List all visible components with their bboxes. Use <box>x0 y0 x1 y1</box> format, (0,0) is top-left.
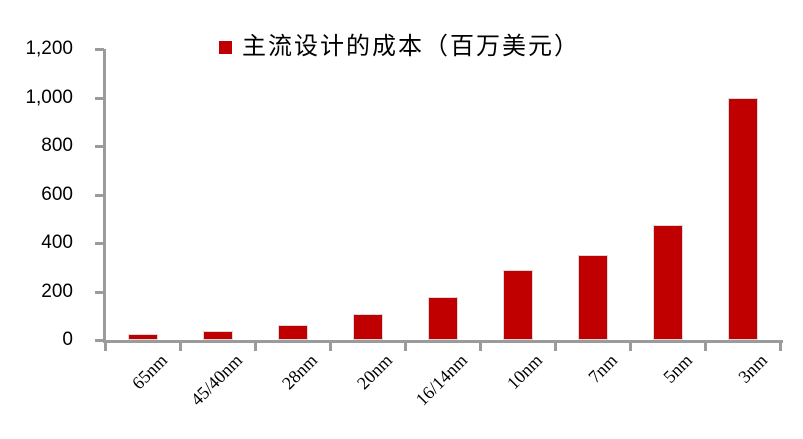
x-axis-line <box>103 340 783 343</box>
y-tick-label: 200 <box>41 280 73 302</box>
y-axis-line <box>103 49 106 343</box>
y-tick-label: 1,200 <box>25 38 73 59</box>
x-axis-tick <box>179 343 182 351</box>
bar-28nm <box>277 324 308 340</box>
y-axis-tick <box>95 339 104 342</box>
bar-5nm <box>652 224 683 340</box>
x-tick-label: 65nm <box>127 350 171 394</box>
x-axis-tick <box>704 343 707 351</box>
y-axis-tick <box>95 145 104 148</box>
y-axis-tick <box>95 242 104 245</box>
bar-16-14nm <box>427 296 458 340</box>
bar-45-40nm <box>202 330 233 340</box>
bar-65nm <box>127 334 158 340</box>
y-tick-label: 0 <box>62 329 73 350</box>
y-tick-label: 1,000 <box>25 86 73 108</box>
y-axis-tick <box>95 48 104 51</box>
bar-3nm <box>727 97 758 340</box>
bar-7nm <box>577 255 608 340</box>
legend: 主流设计的成本（百万美元） <box>219 33 580 61</box>
x-axis-tick <box>329 343 332 351</box>
legend-marker-icon <box>219 40 232 54</box>
x-axis-tick <box>779 343 782 351</box>
legend-label: 主流设计的成本（百万美元） <box>242 33 580 60</box>
y-tick-label: 600 <box>41 183 73 205</box>
x-axis-tick <box>104 343 107 351</box>
y-axis-tick <box>95 193 104 197</box>
y-tick-label: 800 <box>41 135 73 156</box>
bar-10nm <box>502 270 533 340</box>
x-axis-tick <box>629 343 632 351</box>
y-tick-label: 400 <box>41 232 73 253</box>
x-axis-tick <box>479 343 482 351</box>
x-axis-tick <box>254 343 257 351</box>
x-axis-tick <box>554 343 557 351</box>
x-axis-tick <box>404 343 407 351</box>
bar-20nm <box>352 314 383 340</box>
y-axis-tick <box>95 290 104 294</box>
y-axis-tick <box>95 96 104 100</box>
